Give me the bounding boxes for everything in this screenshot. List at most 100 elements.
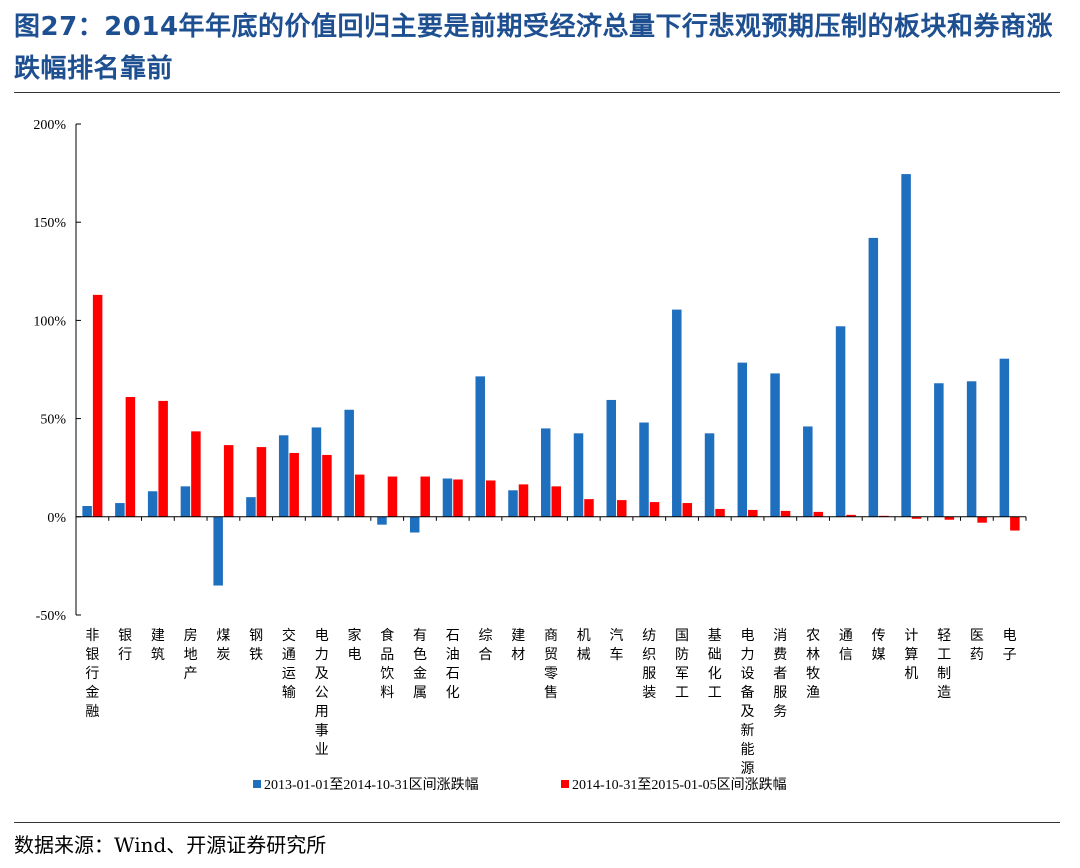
x-tick-label: 煤炭 [216,628,230,663]
bar-s2-11 [453,479,463,517]
bar-s2-17 [649,502,660,517]
bar-s1-26 [934,383,944,517]
bar-s2-21 [780,510,791,517]
bar-s1-3 [180,486,191,517]
figure-title: 图27：2014年年底的价值回归主要是前期受经济总量下行悲观预期压制的板块和券商… [14,12,1054,84]
bar-s1-12 [475,376,485,517]
bar-s2-1 [125,396,136,517]
bar-s2-18 [682,503,693,517]
legend-label-2: 2014-10-31至2015-01-05区间涨跌幅 [572,777,787,793]
x-tick-label: 消费者服务 [773,628,787,720]
bar-s2-26 [944,516,955,520]
bar-s2-16 [617,500,627,517]
x-tick-label: 建筑 [151,628,165,663]
bar-s2-9 [387,476,398,517]
x-tick-label: 石油石化 [446,628,460,701]
bar-s1-7 [311,427,322,517]
bar-s1-17 [639,422,649,517]
bar-s2-19 [715,508,725,517]
bar-s2-13 [518,484,529,517]
bar-s1-27 [966,381,977,517]
x-tick-label: 建材 [511,628,525,663]
bar-s2-4 [223,445,234,517]
x-tick-label: 纺织服装 [642,628,656,701]
x-tick-label: 商贸零售 [544,628,558,701]
bar-s1-5 [246,497,256,517]
bar-s2-7 [322,454,332,517]
bar-s2-2 [158,400,168,517]
bar-s1-28 [999,358,1010,517]
bar-s1-2 [147,491,158,517]
bar-s2-22 [813,511,824,517]
x-tick-label: 机械 [577,628,591,663]
x-tick-label: 钢铁 [249,628,263,663]
x-tick-label: 非银行金融 [85,628,99,720]
y-tick-label: 200% [33,118,66,133]
x-tick-label: 食品饮料 [380,627,394,701]
bar-s1-24 [868,237,879,517]
bar-s2-15 [584,499,594,517]
source-rule [14,822,1060,823]
bar-s1-20 [737,362,748,517]
bar-s2-25 [911,516,922,519]
bar-s2-8 [354,474,365,517]
title-rule [14,92,1060,93]
bar-s1-11 [442,478,453,517]
bar-s1-15 [573,433,584,517]
bar-s2-5 [256,447,267,517]
bar-s1-21 [770,373,780,517]
x-tick-label: 房地产 [184,628,198,682]
bar-s1-22 [803,426,813,517]
bar-s1-6 [278,435,289,517]
y-tick-label: -50% [36,609,67,624]
bar-s1-10 [409,516,420,533]
bar-s1-0 [82,505,92,517]
bar-s2-0 [92,294,103,517]
legend-swatch-2 [561,780,569,788]
x-tick-label: 有色金属 [413,628,427,701]
x-tick-label: 电子 [1003,628,1017,663]
bar-s2-3 [191,431,201,517]
bar-s2-10 [420,476,430,517]
x-tick-label: 医药 [970,628,984,663]
bar-s1-25 [901,174,911,517]
legend-swatch-1 [253,780,261,788]
bar-s1-4 [213,516,223,586]
x-tick-label: 汽车 [610,628,624,663]
bar-s1-16 [606,399,617,517]
x-tick-label: 电力设备及新能源 [741,628,755,777]
y-tick-label: 100% [33,314,66,329]
y-tick-label: 50% [40,413,66,428]
bar-s2-12 [485,480,496,517]
x-tick-label: 基础化工 [708,627,722,701]
bar-s2-23 [846,514,856,517]
x-tick-label: 传媒 [872,628,886,663]
source-note: 数据来源：Wind、开源证券研究所 [14,833,327,857]
x-tick-label: 银行 [118,628,132,663]
x-tick-label: 家电 [347,627,361,663]
bar-s1-8 [344,409,354,517]
legend-label-1: 2013-01-01至2014-10-31区间涨跌幅 [264,777,479,793]
y-tick-label: 150% [33,216,66,231]
bar-s1-1 [115,503,125,517]
y-tick-label: 0% [47,511,66,526]
x-tick-label: 电力及公用事业 [315,628,329,758]
x-tick-label: 通信 [839,628,853,663]
bar-s2-27 [977,516,987,523]
bar-s2-6 [289,452,299,517]
x-tick-label: 农林牧渔 [806,628,820,701]
x-tick-label: 计算机 [904,628,918,682]
bar-s1-14 [541,428,551,517]
x-tick-label: 轻工制造 [937,628,951,701]
x-tick-label: 国防军工 [675,628,689,701]
bar-s1-18 [672,309,682,517]
bar-s2-28 [1010,516,1020,531]
bar-s2-14 [551,486,561,517]
bar-s1-23 [835,326,846,517]
bar-s1-9 [377,516,387,525]
x-tick-label: 交通运输 [282,627,296,701]
bar-s1-19 [704,433,715,517]
x-tick-label: 综合 [478,628,492,663]
bar-s1-13 [508,490,518,517]
